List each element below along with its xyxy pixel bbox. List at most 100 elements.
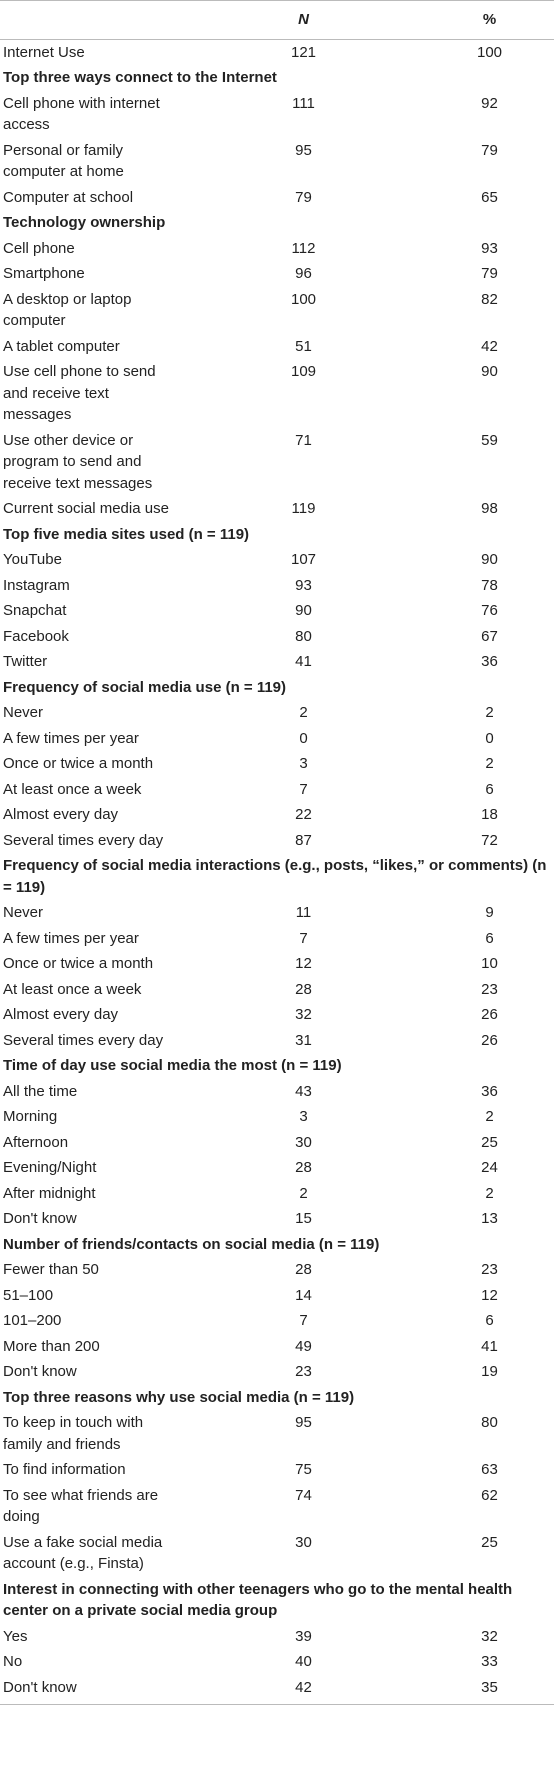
- pct-value: 18: [481, 806, 498, 823]
- row-label: Evening/Night: [3, 1159, 97, 1176]
- n-value: 112: [291, 239, 316, 257]
- n-value: 51: [295, 337, 312, 355]
- pct-value: 82: [481, 290, 498, 308]
- data-row: Current social media use 119 98: [0, 496, 554, 522]
- row-label: A tablet computer: [3, 337, 120, 355]
- n-value: 3: [299, 755, 308, 772]
- n-value: 74: [295, 1486, 312, 1504]
- row-label: Instagram: [3, 576, 70, 594]
- data-row: Cell phone 112 93: [0, 236, 554, 262]
- n-value: 3: [299, 1108, 308, 1125]
- pct-value: 12: [481, 1286, 498, 1304]
- n-value: 14: [295, 1286, 312, 1304]
- n-value: 80: [295, 627, 312, 645]
- row-label: Once or twice a month: [3, 955, 154, 972]
- n-value: 7: [299, 780, 308, 798]
- n-value: 28: [295, 980, 312, 998]
- n-value: 75: [295, 1461, 312, 1478]
- n-value: 100: [290, 290, 317, 308]
- data-row: Don't know 15 13: [0, 1206, 554, 1232]
- data-row: More than 200 49 41: [0, 1334, 554, 1360]
- data-row: Smartphone 96 79: [0, 261, 554, 287]
- data-row: Computer at school 79 65: [0, 185, 554, 211]
- n-value: 32: [295, 1006, 312, 1023]
- row-label: Morning: [3, 1108, 58, 1125]
- data-row: Cell phone with internet access 111 92: [0, 91, 554, 138]
- section-row: Frequency of social media interactions (…: [0, 853, 554, 900]
- header-row: N %: [0, 0, 554, 40]
- n-value: 7: [299, 929, 308, 947]
- pct-value: 90: [481, 551, 498, 568]
- pct-value: 41: [481, 1337, 498, 1355]
- n-value: 30: [295, 1133, 312, 1151]
- section-title: Frequency of social media use (n = 119): [3, 678, 287, 696]
- n-value: 43: [295, 1082, 312, 1100]
- data-row: Twitter 41 36: [0, 649, 554, 675]
- n-value: 109: [290, 363, 317, 380]
- section-title: Top three reasons why use social media (…: [3, 1388, 355, 1406]
- row-label: Almost every day: [3, 1006, 119, 1023]
- n-value: 31: [295, 1031, 312, 1049]
- row-label: Cell phone: [3, 239, 75, 257]
- data-row: Never 2 2: [0, 700, 554, 726]
- row-label: More than 200: [3, 1337, 100, 1355]
- section-title: Interest in connecting with other teenag…: [3, 1580, 513, 1620]
- pct-value: 24: [481, 1159, 498, 1176]
- data-row: Once or twice a month 12 10: [0, 951, 554, 977]
- pct-value: 63: [481, 1461, 498, 1478]
- pct-value: 25: [481, 1533, 498, 1551]
- row-label: At least once a week: [3, 780, 142, 798]
- n-value: 121: [290, 43, 317, 61]
- pct-value: 100: [476, 43, 503, 61]
- data-row: Facebook 80 67: [0, 624, 554, 650]
- section-row: Technology ownership: [0, 210, 554, 236]
- n-value: 95: [295, 141, 312, 159]
- row-label: A few times per year: [3, 929, 139, 947]
- data-row: Afternoon 30 25: [0, 1130, 554, 1156]
- pct-value: 72: [481, 831, 498, 849]
- n-value: 0: [299, 729, 308, 747]
- n-value: 2: [299, 1184, 308, 1202]
- row-label: Current social media use: [3, 500, 169, 517]
- n-value: 49: [295, 1337, 312, 1355]
- pct-value: 76: [481, 602, 498, 619]
- n-value: 2: [299, 704, 308, 721]
- pct-value: 79: [481, 265, 498, 282]
- section-title: Technology ownership: [3, 214, 166, 231]
- n-value: 111: [292, 94, 315, 112]
- pct-value: 92: [481, 94, 498, 112]
- data-row: To see what friends are doing 74 62: [0, 1483, 554, 1530]
- pct-value: 33: [481, 1653, 498, 1670]
- n-value: 40: [295, 1653, 312, 1670]
- data-row: Morning 3 2: [0, 1104, 554, 1130]
- pct-value: 9: [485, 904, 494, 921]
- n-value: 42: [182, 1674, 426, 1705]
- pct-value: 32: [481, 1627, 498, 1645]
- section-title: Top three ways connect to the Internet: [3, 69, 277, 86]
- pct-value: 6: [485, 1312, 494, 1329]
- pct-value: 2: [485, 1108, 494, 1125]
- pct-value: 6: [485, 929, 494, 947]
- pct-value: 26: [481, 1031, 498, 1049]
- n-value: 30: [295, 1533, 312, 1551]
- data-row: All the time 43 36: [0, 1079, 554, 1105]
- pct-value: 42: [481, 337, 498, 355]
- pct-value: 0: [485, 729, 494, 747]
- data-row: Don't know 42 35: [0, 1674, 554, 1705]
- row-label: A few times per year: [3, 729, 139, 747]
- row-label: Several times every day: [3, 1031, 164, 1049]
- row-label: Afternoon: [3, 1133, 69, 1151]
- row-label: Twitter: [3, 653, 48, 670]
- data-row: Fewer than 50 28 23: [0, 1257, 554, 1283]
- section-title: Frequency of social media interactions (…: [3, 857, 547, 896]
- data-row: Snapchat 90 76: [0, 598, 554, 624]
- pct-value: 2: [485, 755, 494, 772]
- n-value: 12: [295, 955, 312, 972]
- section-row: Interest in connecting with other teenag…: [0, 1577, 554, 1624]
- section-row: Top three ways connect to the Internet: [0, 65, 554, 91]
- n-value: 107: [290, 551, 317, 568]
- row-label: 101–200: [3, 1312, 62, 1329]
- pct-value: 59: [481, 431, 498, 449]
- n-value: 15: [295, 1210, 312, 1227]
- pct-value: 23: [481, 1261, 498, 1278]
